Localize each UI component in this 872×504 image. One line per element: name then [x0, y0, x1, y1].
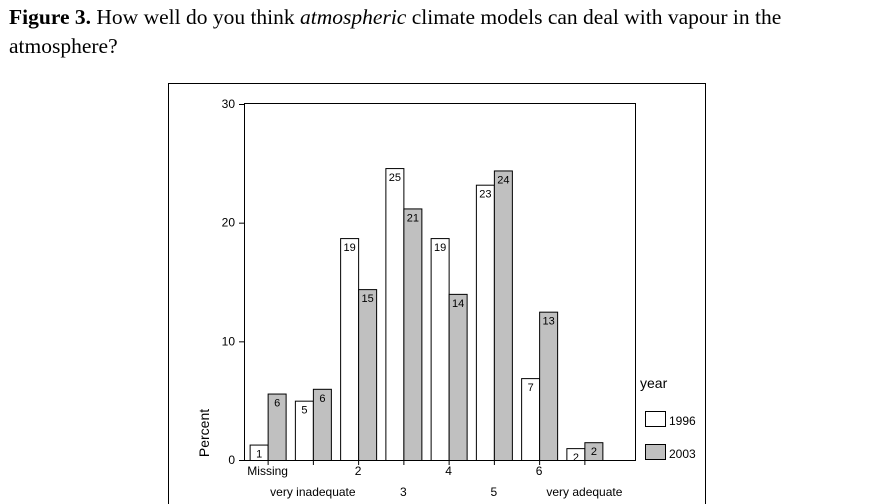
- figure-caption: Figure 3. How well do you think atmosphe…: [9, 3, 869, 61]
- bar-2003: [267, 393, 287, 461]
- data-label-1996: 7: [528, 382, 534, 394]
- x-tick-label: 4: [445, 464, 452, 478]
- bar-1996: [475, 184, 495, 461]
- y-tick-label: 30: [222, 97, 236, 111]
- y-axis-title: Percent: [196, 409, 212, 457]
- legend-label-1996: 1996: [669, 414, 696, 428]
- data-label-1996: 2: [573, 452, 579, 464]
- legend-swatch-1996: [645, 411, 666, 427]
- data-label-2003: 24: [497, 174, 509, 186]
- y-tick-label: 10: [222, 334, 236, 348]
- bar-1996: [430, 238, 450, 461]
- data-label-1996: 1: [256, 449, 262, 461]
- data-label-2003: 15: [362, 293, 374, 305]
- caption-emphasis: atmospheric: [300, 5, 407, 29]
- x-tick-label: 6: [536, 464, 543, 478]
- x-tick-label: 2: [355, 464, 362, 478]
- data-label-2003: 13: [543, 316, 555, 328]
- legend: year 1996 2003: [640, 375, 696, 461]
- legend-label-2003: 2003: [669, 447, 696, 461]
- data-label-1996: 19: [344, 242, 356, 254]
- data-label-1996: 19: [434, 242, 446, 254]
- bar-2003: [358, 289, 378, 461]
- bar-2003: [312, 388, 332, 461]
- legend-title: year: [640, 375, 668, 391]
- data-label-1996: 5: [301, 405, 307, 417]
- data-label-2003: 14: [452, 298, 464, 310]
- bar-1996: [385, 168, 405, 462]
- bar-2003: [539, 311, 559, 461]
- y-axis: 0 10 20 30: [222, 97, 245, 467]
- legend-swatch-2003: [645, 444, 666, 460]
- data-label-2003: 21: [407, 212, 419, 224]
- x-tick-label: 5: [491, 485, 498, 499]
- data-label-1996: 23: [479, 189, 491, 201]
- data-label-1996: 25: [389, 172, 401, 184]
- data-label-2003: 2: [591, 446, 597, 458]
- data-label-2003: 6: [319, 393, 325, 405]
- bar-1996: [340, 238, 360, 461]
- figure-label: Figure 3.: [9, 5, 92, 29]
- x-tick-label: 3: [400, 485, 407, 499]
- bar-2003: [584, 442, 604, 462]
- bar-2003: [448, 293, 468, 461]
- x-tick-label: very adequate: [546, 485, 622, 499]
- bar-2003: [493, 170, 513, 461]
- y-tick-label: 20: [222, 216, 236, 230]
- x-tick-label: very inadequate: [270, 485, 356, 499]
- caption-text-start: How well do you think: [96, 5, 295, 29]
- y-tick-label: 0: [228, 453, 235, 467]
- chart-frame: [168, 83, 706, 504]
- x-tick-label: Missing: [247, 464, 288, 478]
- bar-2003: [403, 208, 423, 461]
- data-label-2003: 6: [274, 398, 280, 410]
- caption-text-end: climate models can deal with vapour in t…: [9, 5, 782, 58]
